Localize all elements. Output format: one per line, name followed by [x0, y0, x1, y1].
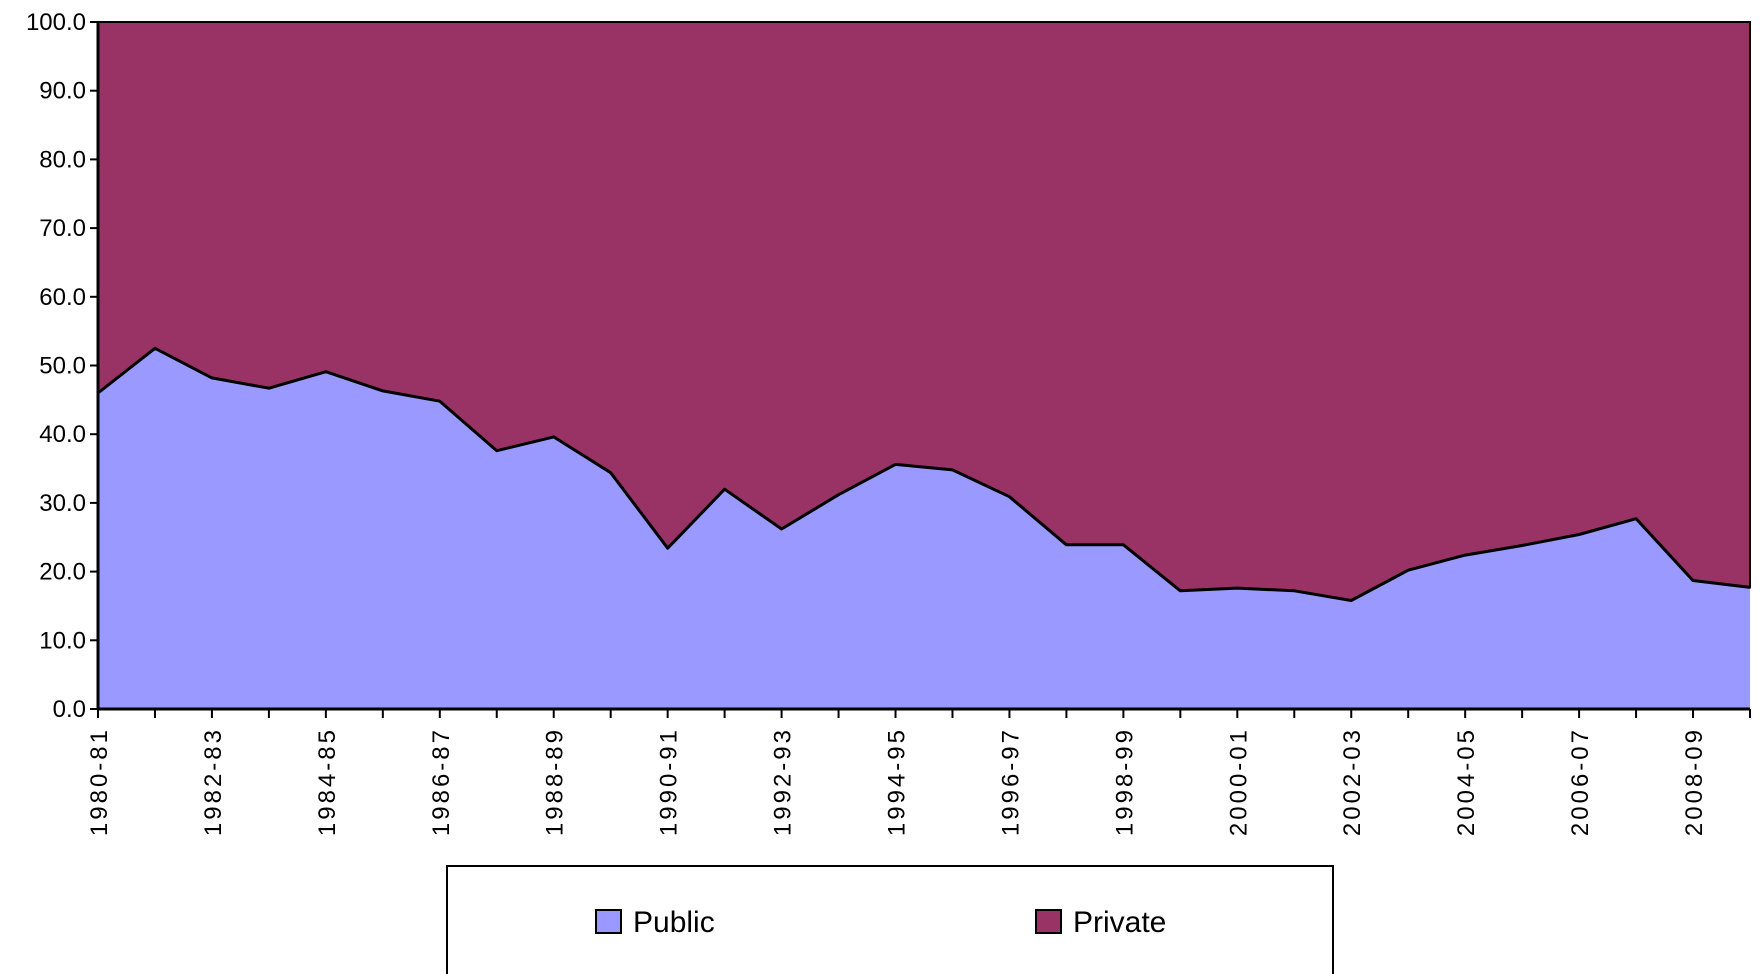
x-tick-label: 2000-01	[1225, 727, 1252, 836]
y-tick-label: 90.0	[39, 78, 86, 105]
x-tick-label: 1998-99	[1111, 727, 1138, 836]
x-tick-label: 2006-07	[1567, 727, 1594, 836]
legend: Public Private	[446, 865, 1334, 974]
legend-box	[446, 865, 1334, 974]
y-axis: 0.0 10.0 20.0 30.0 40.0 50.0 60.0 70.0 80.0 90.0 1…	[26, 9, 100, 723]
x-tick-label: 1984-85	[314, 727, 341, 836]
x-tick-label: 2002-03	[1339, 727, 1366, 836]
y-tick-label: 60.0	[39, 284, 86, 311]
x-tick-label: 1996-97	[997, 727, 1024, 836]
x-tick-label: 1986-87	[428, 727, 455, 836]
x-tick-label: 1990-91	[656, 727, 683, 836]
x-tick-label: 1994-95	[884, 727, 911, 836]
y-tick-label: 0.0	[53, 696, 86, 723]
x-tick-label: 2008-09	[1681, 727, 1708, 836]
x-tick-label: 1982-83	[200, 727, 227, 836]
x-tick-label: 2004-05	[1453, 727, 1480, 836]
legend-label-private: Private	[1073, 906, 1166, 939]
y-tick-label: 100.0	[26, 9, 86, 36]
y-tick-label: 40.0	[39, 421, 86, 448]
y-tick-label: 20.0	[39, 559, 86, 586]
x-tick-label: 1992-93	[770, 727, 797, 836]
y-tick-label: 50.0	[39, 353, 86, 380]
legend-swatch-public	[595, 909, 622, 934]
legend-label-public: Public	[633, 906, 715, 939]
series-line-public	[97, 346, 1751, 602]
plot-areas	[97, 21, 1751, 709]
legend-swatch-private	[1035, 909, 1062, 934]
x-axis: 1980-81 1982-83 1984-85 1986-87 1988-89 1990-…	[86, 707, 1751, 836]
y-tick-label: 80.0	[39, 146, 86, 173]
y-tick-label: 10.0	[39, 627, 86, 654]
area-public	[98, 348, 1750, 709]
y-tick-label: 30.0	[39, 490, 86, 517]
x-tick-label: 1980-81	[86, 727, 113, 836]
x-tick-label: 1988-89	[542, 727, 569, 836]
y-tick-label: 70.0	[39, 215, 86, 242]
